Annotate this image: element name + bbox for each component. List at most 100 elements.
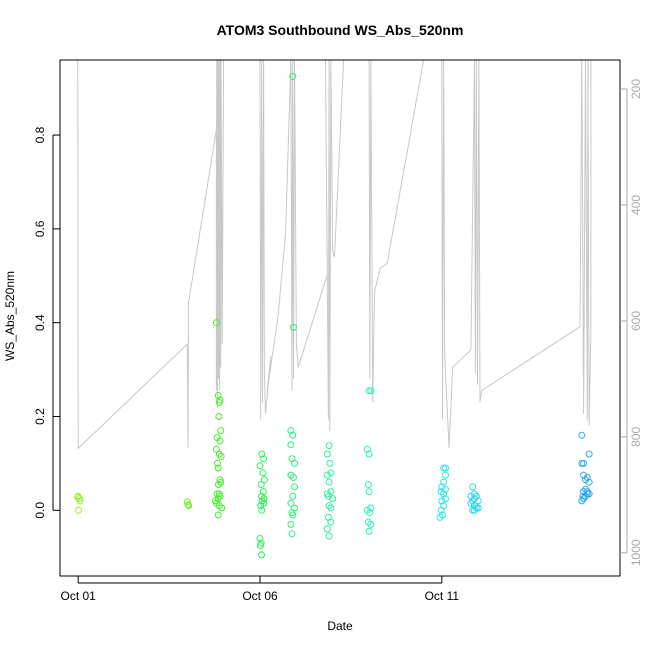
data-point bbox=[290, 474, 297, 481]
plot-frame bbox=[59, 59, 621, 577]
data-point bbox=[185, 502, 193, 510]
data-point bbox=[289, 72, 297, 80]
data-point bbox=[472, 492, 480, 500]
data-point bbox=[585, 478, 593, 486]
data-point bbox=[256, 462, 264, 470]
data-point bbox=[217, 427, 225, 435]
altitude-line bbox=[60, 60, 592, 450]
x-tick-label: Oct 01 bbox=[61, 589, 97, 603]
y-tick-label: 0.8 bbox=[33, 126, 47, 143]
data-point bbox=[287, 499, 295, 507]
data-point bbox=[474, 497, 482, 505]
data-point bbox=[585, 450, 593, 458]
data-point bbox=[583, 474, 591, 481]
data-point bbox=[76, 497, 84, 505]
data-point bbox=[367, 520, 375, 528]
data-point bbox=[364, 481, 372, 488]
data-point bbox=[260, 476, 268, 484]
data-point bbox=[327, 518, 335, 526]
data-point bbox=[258, 450, 266, 458]
data-point bbox=[215, 413, 223, 420]
data-point bbox=[442, 464, 449, 472]
data-point bbox=[365, 488, 373, 496]
data-point bbox=[440, 464, 448, 472]
data-point bbox=[259, 488, 267, 496]
data-point bbox=[327, 504, 335, 512]
data-point bbox=[367, 504, 375, 512]
chart-title: ATOM3 Southbound WS_Abs_520nm bbox=[217, 22, 464, 38]
data-point bbox=[183, 498, 191, 506]
data-point bbox=[257, 502, 265, 510]
data-point bbox=[327, 469, 335, 477]
data-point bbox=[440, 490, 448, 498]
data-point bbox=[217, 452, 225, 460]
data-point bbox=[365, 387, 373, 395]
data-point bbox=[287, 427, 295, 435]
data-point bbox=[440, 478, 448, 486]
data-point bbox=[259, 469, 267, 477]
data-point bbox=[436, 513, 444, 521]
data-point bbox=[212, 499, 220, 507]
data-point bbox=[289, 431, 297, 439]
data-point bbox=[580, 471, 588, 479]
data-point bbox=[471, 506, 478, 514]
y-tick-label: 0.6 bbox=[33, 220, 47, 237]
data-point bbox=[257, 481, 265, 488]
data-point bbox=[325, 532, 333, 540]
data-point bbox=[256, 542, 264, 549]
data-point bbox=[256, 535, 264, 542]
data-point bbox=[287, 520, 295, 528]
data-point bbox=[578, 497, 586, 505]
data-point bbox=[580, 495, 588, 503]
data-point bbox=[258, 551, 265, 559]
data-point bbox=[75, 506, 82, 514]
data-point bbox=[214, 459, 221, 467]
data-point bbox=[323, 490, 331, 498]
y2-tick-label: 800 bbox=[629, 427, 643, 447]
data-point bbox=[365, 527, 373, 535]
y-tick-label: 0.4 bbox=[33, 314, 47, 331]
data-point bbox=[442, 495, 449, 503]
data-point bbox=[214, 464, 222, 472]
data-point bbox=[323, 471, 331, 479]
y2-tick-label: 400 bbox=[629, 195, 643, 215]
data-point bbox=[582, 476, 589, 484]
data-point bbox=[218, 504, 226, 512]
data-point bbox=[291, 483, 298, 491]
data-point bbox=[291, 459, 298, 467]
data-point bbox=[437, 506, 445, 514]
x-axis-label: Date bbox=[327, 619, 353, 633]
data-point bbox=[214, 511, 222, 519]
data-point bbox=[216, 437, 224, 445]
data-point bbox=[216, 492, 224, 500]
data-point bbox=[329, 495, 337, 503]
y2-tick-label: 1000 bbox=[629, 539, 643, 566]
data-point bbox=[74, 493, 82, 501]
data-point bbox=[325, 442, 333, 450]
data-point bbox=[323, 525, 331, 533]
y-tick-label: 0.2 bbox=[33, 408, 47, 425]
data-point bbox=[260, 455, 268, 463]
data-point bbox=[215, 481, 222, 488]
data-point bbox=[578, 431, 586, 439]
data-point bbox=[438, 497, 446, 505]
data-point bbox=[325, 478, 333, 486]
data-point bbox=[215, 398, 223, 406]
x-tick-label: Oct 11 bbox=[425, 589, 460, 603]
y2-tick-label: 600 bbox=[629, 311, 643, 331]
data-point bbox=[323, 450, 331, 458]
data-point bbox=[471, 495, 478, 503]
data-point bbox=[288, 530, 296, 538]
data-point bbox=[260, 495, 268, 503]
data-point bbox=[290, 323, 297, 331]
data-point bbox=[287, 441, 295, 449]
data-point bbox=[366, 509, 374, 517]
data-point bbox=[289, 492, 297, 500]
data-point bbox=[289, 511, 297, 519]
data-point bbox=[467, 499, 475, 507]
y-axis-label: WS_Abs_520nm bbox=[3, 271, 17, 361]
data-point bbox=[212, 319, 220, 327]
data-point bbox=[363, 445, 371, 453]
y2-tick-label: 200 bbox=[629, 79, 643, 99]
